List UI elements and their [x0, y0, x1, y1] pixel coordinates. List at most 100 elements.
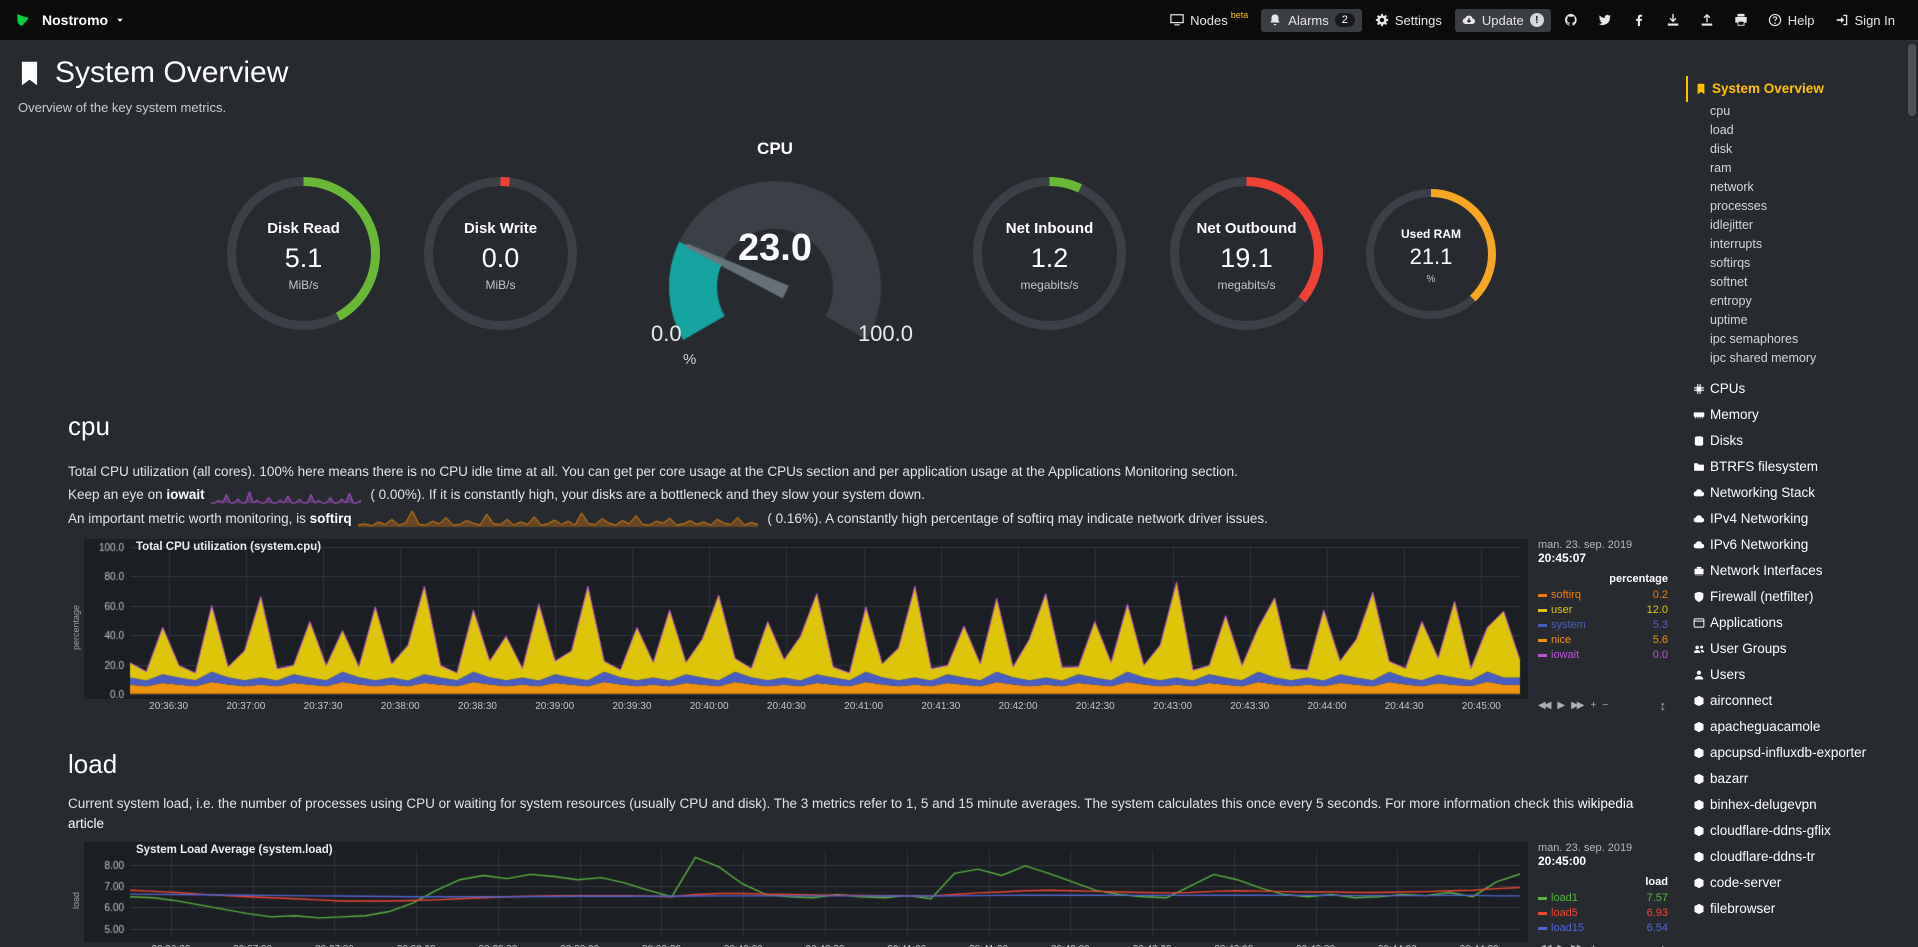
scrollbar-thumb[interactable] — [1908, 44, 1916, 116]
chart-backward-icon[interactable]: ◀◀ — [1538, 943, 1551, 947]
sidebar-item-memory[interactable]: Memory — [1686, 402, 1908, 428]
chart-zoom-out-icon[interactable]: − — [1602, 699, 1608, 711]
sidebar-item-btrfs-filesystem[interactable]: BTRFS filesystem — [1686, 454, 1908, 480]
nav-twitter[interactable] — [1591, 9, 1619, 31]
nav-help[interactable]: Help — [1761, 9, 1822, 32]
gauge-net-inbound[interactable]: Net Inbound 1.2 megabits/s — [967, 171, 1132, 341]
nav-facebook[interactable] — [1625, 9, 1653, 31]
sidebar-item-system-overview[interactable]: System Overview — [1686, 76, 1908, 102]
chart-resize-icon[interactable]: ↕ — [1660, 941, 1667, 947]
nav-update[interactable]: Update! — [1454, 8, 1551, 32]
legend-units-header: load — [1645, 876, 1668, 889]
cube-icon — [1693, 903, 1705, 915]
chevron-down-icon — [115, 15, 125, 25]
nav-github[interactable] — [1557, 9, 1585, 31]
sidebar-item-cloudflare-ddns-tr[interactable]: cloudflare-ddns-tr — [1686, 844, 1908, 870]
sidebar-item-airconnect[interactable]: airconnect — [1686, 688, 1908, 714]
legend-date: man. 23. sep. 2019 — [1538, 842, 1633, 855]
node-selector[interactable]: Nostromo — [42, 12, 125, 28]
gauge-net-outbound[interactable]: Net Outbound 19.1 megabits/s — [1164, 171, 1329, 341]
sidebar-item-interrupts[interactable]: interrupts — [1710, 237, 1763, 251]
sidebar-item-code-server[interactable]: code-server — [1686, 870, 1908, 896]
sidebar-item-softirqs[interactable]: softirqs — [1710, 256, 1751, 270]
sidebar-item-networking-stack[interactable]: Networking Stack — [1686, 480, 1908, 506]
sidebar-item-firewall-netfilter-[interactable]: Firewall (netfilter) — [1686, 584, 1908, 610]
chart-zoom-in-icon[interactable]: + — [1590, 943, 1596, 947]
legend-item-iowait[interactable]: iowait 0.0 — [1538, 648, 1668, 663]
cube-icon — [1693, 721, 1705, 733]
sidebar-item-cloudflare-ddns-gflix[interactable]: cloudflare-ddns-gflix — [1686, 818, 1908, 844]
sidebar-item-ram[interactable]: ram — [1710, 161, 1732, 175]
sidebar-item-users[interactable]: Users — [1686, 662, 1908, 688]
ethernet-icon — [1693, 565, 1705, 577]
legend-item-nice[interactable]: nice 5.6 — [1538, 633, 1668, 648]
chart-play-icon[interactable]: ▶ — [1557, 699, 1565, 711]
chart-play-icon[interactable]: ▶ — [1557, 943, 1565, 947]
chart-backward-icon[interactable]: ◀◀ — [1538, 699, 1551, 711]
sidebar-item-network[interactable]: network — [1710, 180, 1754, 194]
nav-print[interactable] — [1727, 9, 1755, 31]
sidebar-item-ipv6-networking[interactable]: IPv6 Networking — [1686, 532, 1908, 558]
gauge-disk-write[interactable]: Disk Write 0.0 MiB/s — [418, 171, 583, 341]
sidebar-item-entropy[interactable]: entropy — [1710, 294, 1752, 308]
wikipedia-article-link[interactable]: wikipedia article — [68, 795, 1634, 831]
sidebar-item-processes[interactable]: processes — [1710, 199, 1767, 213]
sidebar-item-user-groups[interactable]: User Groups — [1686, 636, 1908, 662]
page-scrollbar[interactable] — [1908, 44, 1916, 943]
gear-icon — [1375, 13, 1389, 27]
sidebar-item-ipc-shared-memory[interactable]: ipc shared memory — [1710, 351, 1817, 365]
chart-forward-icon[interactable]: ▶▶ — [1571, 943, 1584, 947]
sidebar-item-disk[interactable]: disk — [1710, 142, 1733, 156]
legend-item-softirq[interactable]: softirq 0.2 — [1538, 588, 1668, 603]
x-tick: 20:39:30 — [642, 944, 681, 947]
sidebar-item-softnet[interactable]: softnet — [1710, 275, 1748, 289]
chart-forward-icon[interactable]: ▶▶ — [1571, 699, 1584, 711]
x-tick: 20:42:00 — [998, 700, 1038, 712]
sidebar-item-cpu[interactable]: cpu — [1710, 104, 1731, 118]
sidebar-item-bazarr[interactable]: bazarr — [1686, 766, 1908, 792]
nav-signin[interactable]: Sign In — [1828, 9, 1902, 32]
legend-item-load5[interactable]: load5 6.93 — [1538, 906, 1668, 921]
update-badge: ! — [1529, 13, 1544, 27]
system-load-canvas[interactable] — [84, 842, 1528, 943]
nav-alarms[interactable]: Alarms 2 — [1261, 8, 1362, 32]
x-tick: 20:44:00 — [1307, 700, 1347, 712]
chart-zoom-out-icon[interactable]: − — [1602, 943, 1608, 947]
system-load-legend: man. 23. sep. 2019 20:45:00 load load1 7.57 l… — [1528, 842, 1670, 947]
legend-item-user[interactable]: user 12.0 — [1538, 603, 1668, 618]
x-tick: 20:40:30 — [766, 700, 806, 712]
chart-resize-icon[interactable]: ↕ — [1659, 697, 1667, 713]
x-tick: 20:39:00 — [560, 944, 599, 947]
chart-zoom-in-icon[interactable]: + — [1590, 699, 1596, 711]
nav-download[interactable] — [1659, 9, 1687, 31]
legend-item-load1[interactable]: load1 7.57 — [1538, 891, 1668, 906]
nav-settings[interactable]: Settings — [1368, 9, 1449, 32]
sidebar-item-applications[interactable]: Applications — [1686, 610, 1908, 636]
nav-upload[interactable] — [1693, 9, 1721, 31]
system-cpu-canvas[interactable] — [84, 538, 1528, 699]
legend-swatch — [1538, 608, 1547, 612]
gauge-cpu[interactable]: CPU 23.0 0.0 100.0% — [625, 139, 925, 373]
sidebar-item-ipv4-networking[interactable]: IPv4 Networking — [1686, 506, 1908, 532]
sidebar-item-binhex-delugevpn[interactable]: binhex-delugevpn — [1686, 792, 1908, 818]
gauge-used-ram[interactable]: Used RAM 21.1% — [1361, 184, 1501, 329]
gauge-disk-read[interactable]: Disk Read 5.1 MiB/s — [221, 171, 386, 341]
sidebar-item-ipc-semaphores[interactable]: ipc semaphores — [1710, 332, 1799, 346]
gauges-row: Disk Read 5.1 MiB/s Disk Write 0.0 MiB/s CPU 23… — [221, 139, 1680, 373]
sidebar-item-filebrowser[interactable]: filebrowser — [1686, 896, 1908, 922]
alarms-badge: 2 — [1334, 13, 1355, 27]
sidebar-item-disks[interactable]: Disks — [1686, 428, 1908, 454]
sidebar-item-apacheguacamole[interactable]: apacheguacamole — [1686, 714, 1908, 740]
sidebar-item-cpus[interactable]: CPUs — [1686, 376, 1908, 402]
sidebar-item-uptime[interactable]: uptime — [1710, 313, 1748, 327]
netdata-logo-icon[interactable] — [16, 13, 30, 27]
sidebar-item-network-interfaces[interactable]: Network Interfaces — [1686, 558, 1908, 584]
bookmark-icon — [1695, 83, 1707, 95]
legend-item-load15[interactable]: load15 6.54 — [1538, 921, 1668, 936]
cpu-gauge-title: CPU — [757, 139, 793, 158]
sidebar-item-load[interactable]: load — [1710, 123, 1734, 137]
nav-nodes[interactable]: Nodes beta — [1163, 9, 1255, 32]
sidebar-item-idlejitter[interactable]: idlejitter — [1710, 218, 1754, 232]
sidebar-item-apcupsd-influxdb-exporter[interactable]: apcupsd-influxdb-exporter — [1686, 740, 1908, 766]
legend-item-system[interactable]: system 5.3 — [1538, 618, 1668, 633]
